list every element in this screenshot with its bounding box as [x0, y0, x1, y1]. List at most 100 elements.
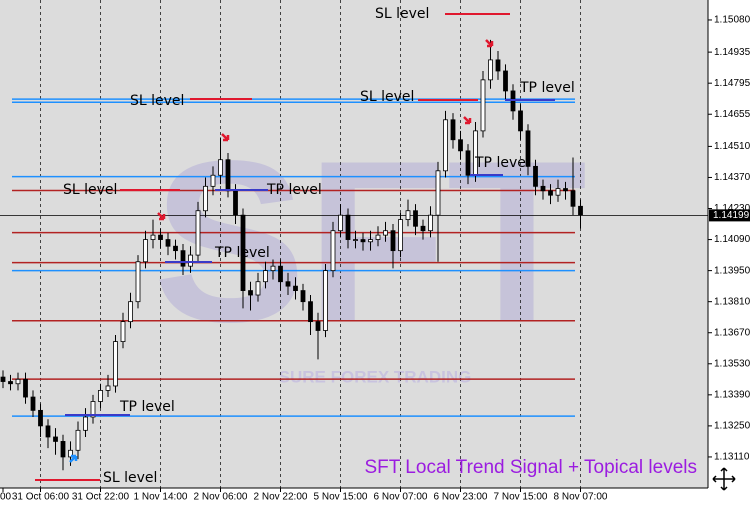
candle-body: [45, 425, 51, 438]
candle-body: [570, 190, 576, 207]
candle-body: [450, 119, 456, 141]
candle-body: [465, 150, 471, 176]
candle-body: [428, 214, 433, 232]
y-tick-label: 1.14795: [714, 78, 750, 89]
y-tick-label: 1.13670: [714, 327, 750, 338]
candle-body: [90, 401, 96, 418]
y-tick-label: 1.13250: [714, 421, 750, 432]
layer: SL level SL level SL level TP level TP level…: [0, 0, 708, 488]
candle-body: [270, 265, 276, 272]
candle-body: [458, 139, 463, 152]
y-tick-label: 1.13530: [714, 358, 750, 369]
candle-body: [218, 159, 223, 176]
x-tick-label: 8 Nov 07:00: [554, 492, 608, 503]
candle-body: [53, 436, 58, 442]
annotation: SL level: [130, 93, 184, 109]
candle-body: [488, 59, 493, 81]
candle-body: [143, 239, 148, 263]
candle-body: [443, 119, 448, 172]
y-tick-label: 1.14935: [714, 47, 750, 58]
y-tick-label: 1.14370: [714, 172, 750, 183]
candle-body: [360, 239, 366, 243]
candle-body: [98, 389, 103, 402]
candle-body: [188, 254, 193, 267]
signal-arrow: [69, 454, 78, 463]
candle-body: [83, 416, 88, 431]
candle-body: [548, 190, 553, 196]
candle-body: [203, 185, 208, 212]
annotation: TP level: [266, 182, 322, 198]
candle-body: [195, 210, 201, 256]
candle-body: [165, 239, 171, 247]
candle-body: [323, 270, 328, 331]
y-tick-label: 1.13950: [714, 265, 750, 276]
candle-body: [540, 185, 546, 192]
annotation: TP level: [214, 245, 270, 261]
candle-body: [480, 79, 486, 132]
current-price-box: [709, 209, 750, 222]
candle-body: [495, 59, 501, 72]
caption: SFT Local Trend Signal + Topical levels: [364, 457, 697, 478]
candle-body: [308, 301, 313, 323]
candle-body: [420, 225, 426, 232]
candle-body: [68, 449, 73, 458]
annotation: SL level: [63, 182, 117, 198]
candle-body: [210, 174, 216, 187]
candle-body: [555, 188, 561, 196]
x-tick-label: 31 Oct 06:00: [12, 492, 70, 503]
candle-body: [105, 385, 111, 391]
candle-body: [255, 281, 261, 296]
candle-body: [338, 214, 343, 232]
candle-body: [375, 234, 381, 240]
y-tick-label: 1.13810: [714, 296, 750, 307]
candle-body: [383, 230, 388, 236]
candle-body: [263, 270, 268, 283]
candle-body: [518, 110, 523, 132]
x-tick-label: 7 Nov 15:00: [494, 492, 548, 503]
candle-body: [113, 341, 118, 387]
candle-body: [150, 234, 156, 240]
annotation: TP level: [119, 399, 175, 415]
y-tick-label: 1.14510: [714, 141, 750, 152]
candle-body: [15, 378, 21, 385]
candle-body: [180, 250, 186, 267]
candle-body: [525, 130, 531, 167]
candle-body: [38, 409, 43, 427]
y-tick-label: 1.14655: [714, 109, 750, 120]
x-tick-label: 5 Nov 15:00: [314, 492, 368, 503]
candle-body: [30, 396, 36, 411]
x-tick-label: 31 Oct 22:00: [72, 492, 130, 503]
annotation: SL level: [360, 89, 414, 105]
candle-body: [158, 234, 163, 240]
candle-body: [353, 239, 358, 241]
signal-arrow: [485, 39, 494, 48]
candle-body: [120, 321, 126, 342]
candle-body: [345, 214, 351, 240]
y-tick-label: 1.15080: [714, 15, 750, 26]
candle-body: [300, 290, 306, 303]
x-tick-label: 6 Nov 23:00: [434, 492, 488, 503]
candle-body: [8, 381, 13, 385]
annotation: TP level: [519, 80, 575, 96]
candle-body: [75, 429, 81, 451]
signal-arrow: [463, 116, 472, 125]
y-tick-label: 1.13390: [714, 389, 750, 400]
candle-body: [248, 290, 253, 296]
zoom-icon[interactable]: [708, 466, 740, 492]
annotation: SL level: [103, 470, 157, 486]
candle-body: [390, 230, 396, 252]
plot-area: [0, 0, 708, 488]
candle-body: [503, 70, 508, 92]
annotation: TP level: [474, 155, 530, 171]
candle-body: [405, 210, 411, 221]
candle-body: [60, 441, 66, 458]
x-tick-label: 2 Nov 06:00: [194, 492, 248, 503]
candle-body: [135, 261, 141, 303]
y-tick-label: 1.14090: [714, 234, 750, 245]
candle-body: [293, 285, 298, 291]
candle-body: [0, 376, 6, 382]
candle-body: [128, 301, 133, 323]
signal-arrow: [221, 133, 230, 142]
x-tick-label: 1 Nov 14:00: [134, 492, 188, 503]
candle-body: [315, 321, 321, 331]
